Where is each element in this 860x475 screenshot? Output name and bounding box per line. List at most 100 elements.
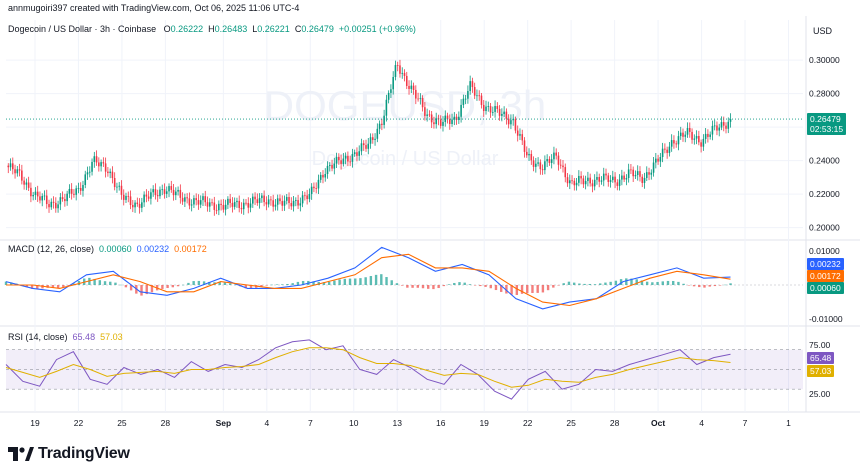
macd-histogram-bar	[114, 282, 117, 285]
candle-body	[539, 162, 542, 170]
macd-histogram-bar	[505, 285, 508, 294]
candle-body	[507, 118, 510, 125]
rsi-value: 65.48	[72, 332, 96, 342]
candle-body	[711, 125, 714, 135]
macd-histogram-badge: 0.00060	[807, 282, 844, 294]
tradingview-logo-text: TradingView	[38, 445, 130, 462]
close-value: 0.26479	[301, 24, 334, 34]
candle-body	[627, 169, 630, 178]
macd-histogram-bar	[578, 283, 581, 285]
candle-body	[156, 195, 159, 197]
candle-body	[537, 162, 539, 164]
candle-body	[709, 134, 711, 137]
candle-body	[25, 182, 28, 185]
candle-body	[666, 149, 668, 153]
tradingview-logo[interactable]: TradingView	[8, 445, 130, 463]
candle-body	[141, 202, 143, 208]
candle-body	[261, 195, 263, 199]
candle-body	[134, 202, 136, 208]
candle-body	[12, 163, 14, 170]
candle-body	[677, 136, 680, 145]
macd-histogram-bar	[708, 285, 711, 287]
candle-body	[73, 193, 75, 195]
candle-body	[349, 161, 351, 163]
macd-histogram-bar	[614, 280, 618, 285]
candle-body	[231, 202, 234, 207]
candle-body	[145, 194, 148, 197]
candle-body	[528, 153, 530, 156]
macd-histogram-bar	[218, 282, 221, 285]
macd-histogram-bar	[234, 284, 237, 286]
rsi-title: RSI (14, close)	[8, 332, 68, 342]
candle-body	[419, 97, 422, 99]
candle-body	[532, 160, 535, 167]
macd-histogram-bar	[322, 282, 326, 285]
currency-label[interactable]: USD	[813, 26, 833, 36]
candle-body	[113, 178, 116, 188]
candle-body	[290, 203, 293, 207]
candle-body	[86, 172, 89, 175]
macd-histogram-bar	[390, 280, 393, 285]
candle-body	[720, 122, 723, 128]
macd-histogram-bar	[458, 282, 461, 285]
candle-body	[254, 196, 256, 200]
candle-body	[480, 95, 483, 105]
macd-histogram-bar	[291, 283, 294, 285]
candle-body	[444, 115, 447, 122]
macd-histogram-bar	[672, 280, 675, 285]
macd-histogram-bar	[270, 284, 274, 286]
candle-body	[159, 189, 161, 197]
macd-histogram-bar	[724, 284, 727, 286]
time-tick-label: 25	[566, 418, 576, 428]
candle-body	[657, 158, 659, 162]
macd-histogram-bar	[541, 285, 545, 293]
time-tick-label: Oct	[651, 418, 665, 428]
macd-histogram-bar	[182, 284, 185, 286]
macd-histogram-bar	[354, 278, 357, 285]
candle-body	[634, 174, 637, 177]
macd-histogram-bar	[416, 285, 419, 288]
time-tick-label: 1	[786, 418, 791, 428]
candle-body	[410, 85, 413, 89]
macd-histogram-bar	[176, 285, 180, 287]
macd-histogram-bar	[51, 285, 55, 288]
candle-body	[331, 165, 333, 169]
candle-body	[30, 187, 32, 197]
time-tick-label: 25	[117, 418, 127, 428]
candle-body	[578, 175, 580, 183]
price-tick-label: 0.20000	[809, 223, 840, 233]
candle-body	[14, 169, 16, 174]
macd-histogram-bar	[286, 284, 289, 285]
candle-body	[729, 119, 732, 122]
candle-body	[297, 200, 299, 206]
macd-histogram-bar	[348, 278, 352, 285]
macd-histogram-bar	[562, 283, 565, 285]
macd-histogram-bar	[499, 285, 503, 292]
candle-body	[107, 171, 109, 174]
macd-histogram-bar	[468, 284, 472, 285]
macd-legend: MACD (12, 26, close) 0.00060 0.00232 0.0…	[8, 244, 207, 254]
candle-body	[448, 119, 451, 125]
candle-body	[679, 132, 682, 137]
candle-body	[412, 85, 415, 90]
candle-body	[616, 182, 619, 186]
candle-body	[426, 114, 428, 116]
rsi-line	[5, 339, 731, 400]
open-value: 0.26222	[170, 24, 204, 34]
candle-body	[575, 182, 578, 186]
macd-histogram-bar	[651, 282, 654, 285]
macd-histogram-bar	[369, 276, 373, 285]
candle-body	[322, 174, 324, 178]
macd-histogram-bar	[265, 285, 268, 286]
candle-body	[725, 125, 727, 129]
macd-histogram-bar	[630, 278, 633, 285]
candle-body	[401, 72, 404, 74]
candle-body	[256, 199, 259, 204]
candle-body	[52, 201, 55, 203]
candle-body	[34, 191, 37, 196]
macd-histogram-bar	[599, 283, 602, 285]
candle-body	[462, 98, 465, 105]
macd-signal-value: 0.00172	[174, 244, 207, 254]
candle-body	[464, 98, 467, 100]
candle-body	[722, 122, 725, 126]
